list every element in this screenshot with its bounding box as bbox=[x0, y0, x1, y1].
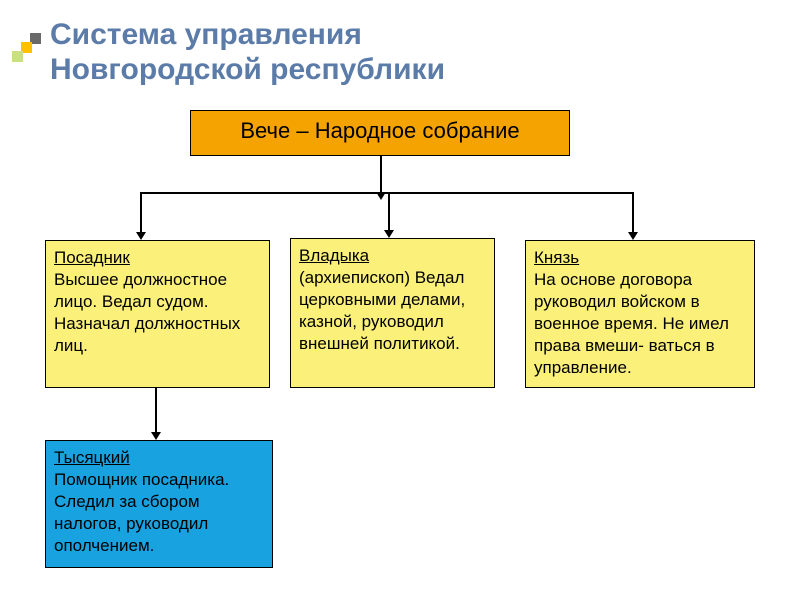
node-posadnik: Посадник Высшее должностное лицо. Ведал … bbox=[45, 240, 270, 388]
arrow-head-bus-to-posadnik bbox=[136, 232, 146, 240]
node-tysyatsky: Тысяцкий Помощник посадника. Следил за с… bbox=[45, 440, 273, 568]
arrow-head-bus-to-knyaz bbox=[628, 232, 638, 240]
title-line-2: Новгородской республики bbox=[50, 53, 445, 86]
node-veche-text: Вече – Народное собрание bbox=[240, 118, 519, 143]
connector-bus-to-vladyka bbox=[388, 192, 390, 230]
node-knyaz-heading: Князь bbox=[534, 248, 579, 267]
arrow-head-bus-to-vladyka bbox=[384, 230, 394, 238]
title-bullet-2 bbox=[12, 51, 23, 62]
page-title: Система управления Новгородской республи… bbox=[50, 18, 445, 87]
connector-bus-line bbox=[140, 192, 632, 194]
node-veche: Вече – Народное собрание bbox=[190, 110, 570, 156]
node-posadnik-body: Высшее должностное лицо. Ведал судом. На… bbox=[54, 270, 240, 355]
arrow-head-posadnik-to-tysyatsky bbox=[151, 432, 161, 440]
connector-bus-to-posadnik bbox=[140, 192, 142, 232]
node-knyaz-body: На основе договора руководил войском в в… bbox=[534, 270, 729, 377]
connector-bus-to-knyaz bbox=[632, 192, 634, 232]
node-tysyatsky-heading: Тысяцкий bbox=[54, 448, 130, 467]
connector-top-to-bus bbox=[380, 156, 382, 192]
node-posadnik-heading: Посадник bbox=[54, 248, 130, 267]
title-line-1: Система управления bbox=[50, 18, 362, 51]
node-vladyka-heading: Владыка bbox=[299, 246, 369, 265]
node-vladyka-body: (архиепископ) Ведал церковными делами, к… bbox=[299, 268, 465, 353]
node-tysyatsky-body: Помощник посадника. Следил за сбором нал… bbox=[54, 470, 229, 555]
connector-posadnik-to-tysyatsky bbox=[155, 388, 157, 432]
node-vladyka: Владыка (архиепископ) Ведал церковными д… bbox=[290, 238, 495, 388]
node-knyaz: Князь На основе договора руководил войск… bbox=[525, 240, 755, 388]
